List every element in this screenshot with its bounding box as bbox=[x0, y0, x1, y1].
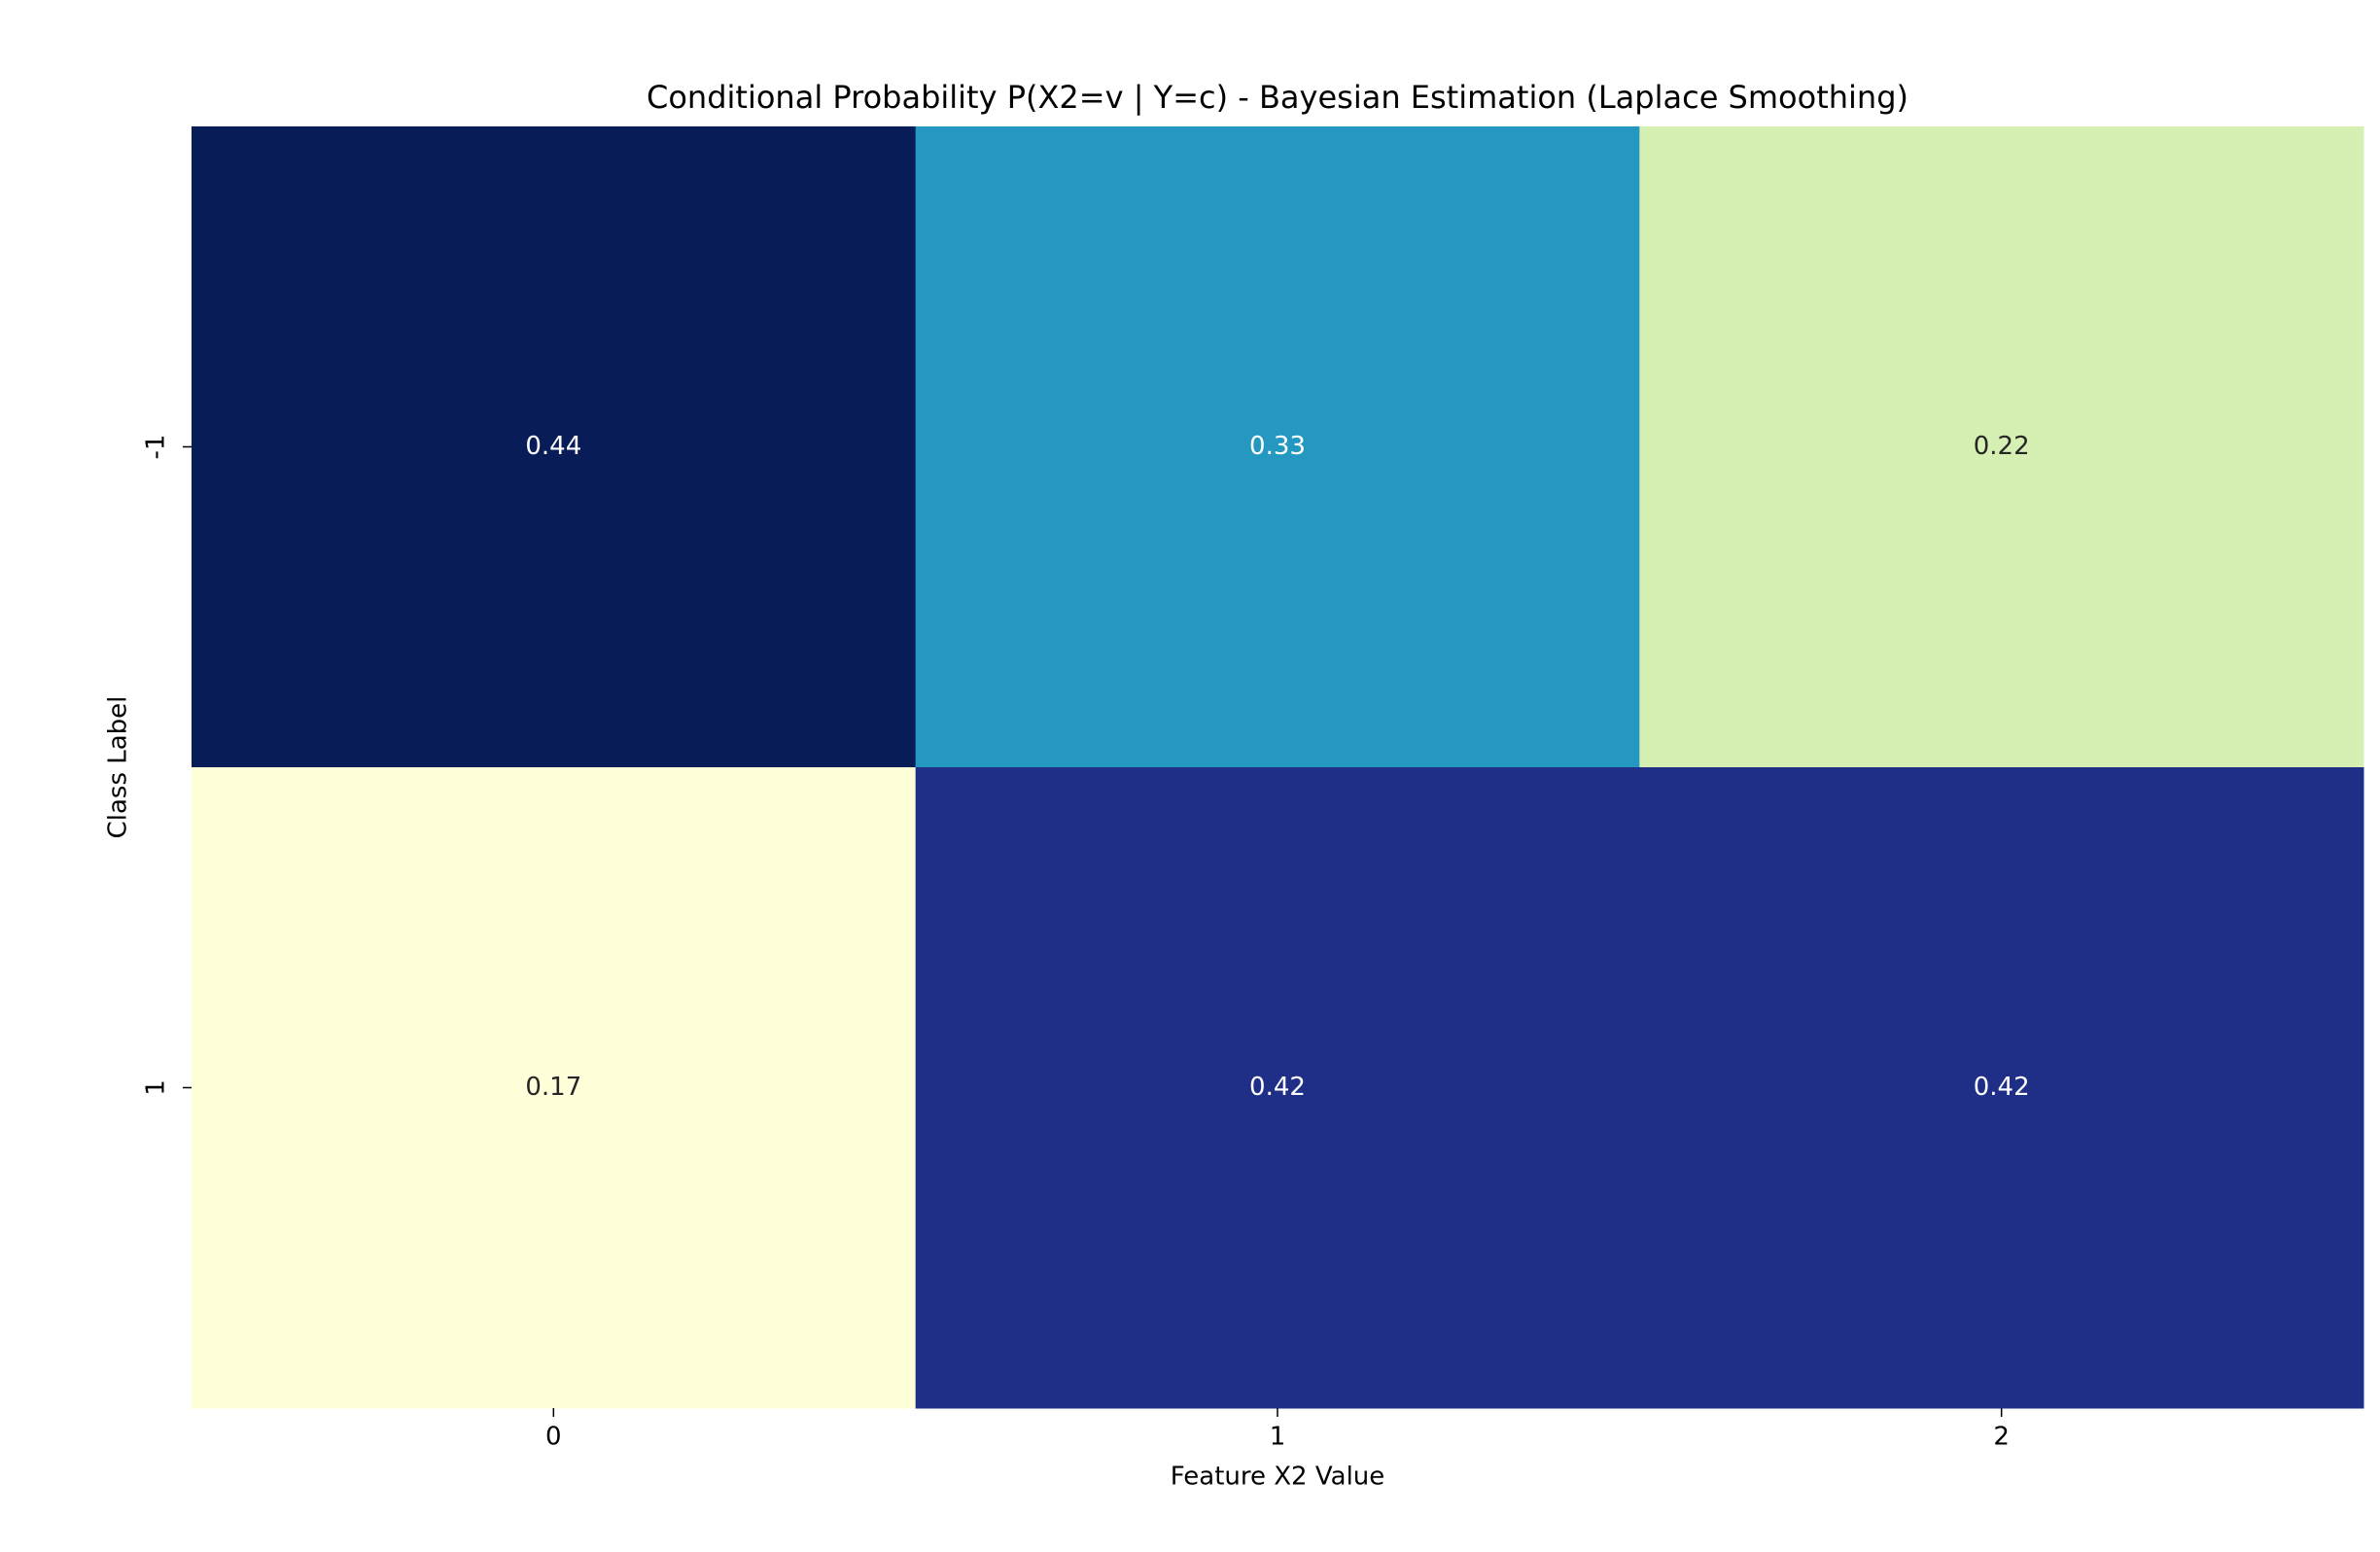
chart-title: Conditional Probability P(X2=v | Y=c) - … bbox=[647, 79, 1908, 116]
heatmap-cell bbox=[1639, 126, 2364, 768]
heatmap-cell bbox=[915, 767, 1640, 1409]
cell-value-label: 0.17 bbox=[525, 1073, 581, 1102]
heatmap-cell bbox=[192, 126, 917, 768]
y-tick-label: 1 bbox=[142, 1079, 171, 1096]
cell-value-label: 0.22 bbox=[1974, 432, 2030, 461]
heatmap-cell bbox=[915, 126, 1640, 768]
y-tick-label: -1 bbox=[142, 435, 171, 460]
y-axis-label: Class Label bbox=[104, 696, 133, 839]
cell-value-label: 0.33 bbox=[1249, 432, 1306, 461]
x-tick-label: 0 bbox=[545, 1423, 562, 1452]
x-tick-label: 1 bbox=[1270, 1423, 1286, 1452]
cell-value-label: 0.42 bbox=[1974, 1073, 2030, 1102]
cell-value-label: 0.44 bbox=[525, 432, 581, 461]
heatmap-cell bbox=[192, 767, 917, 1409]
x-axis-label: Feature X2 Value bbox=[1171, 1463, 1385, 1492]
x-tick-label: 2 bbox=[1993, 1423, 2010, 1452]
heatmap-cell bbox=[1639, 767, 2364, 1409]
cell-value-label: 0.42 bbox=[1249, 1073, 1306, 1102]
